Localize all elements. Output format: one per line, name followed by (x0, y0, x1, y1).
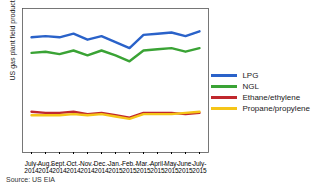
html-text:May-: May- (164, 160, 179, 168)
html-text:2015: 2015 (164, 167, 179, 175)
svg-text:Dec.-2014: Dec.-2014 (94, 160, 110, 174)
svg-text:Mar.-2015: Mar.-2015 (136, 160, 151, 174)
svg-text:US gas plant field production,: US gas plant field production, Mbpd (9, 0, 17, 81)
html-text:LPG: LPG (242, 71, 259, 80)
svg-text:April-2015: April-2015 (150, 160, 165, 174)
html-text:Nov.-: Nov.- (80, 160, 95, 168)
html-text:Aug.-: Aug.- (37, 160, 54, 168)
svg-text:Oct.-2014: Oct.-2014 (66, 160, 81, 174)
html-text:NGL: NGL (242, 82, 259, 91)
html-text:2014: 2014 (80, 167, 95, 175)
html-text:Sept.-: Sept.- (50, 160, 69, 168)
html-text:July-: July- (24, 160, 39, 168)
html-text:Propane/propylene: Propane/propylene (242, 104, 310, 113)
html-text:2014: 2014 (38, 167, 53, 175)
html-text:Ethane/ethylene: Ethane/ethylene (242, 93, 301, 102)
svg-text:Feb.-2015: Feb.-2015 (122, 160, 137, 174)
svg-text:Jan.-2015: Jan.-2015 (108, 160, 123, 174)
svg-text:June-2015: June-2015 (177, 160, 193, 174)
html-text:2014: 2014 (52, 167, 67, 175)
svg-text:July-2015: July-2015 (192, 160, 207, 174)
html-text:Source: US EIA: Source: US EIA (6, 176, 55, 183)
html-text:2014: 2014 (24, 167, 39, 175)
